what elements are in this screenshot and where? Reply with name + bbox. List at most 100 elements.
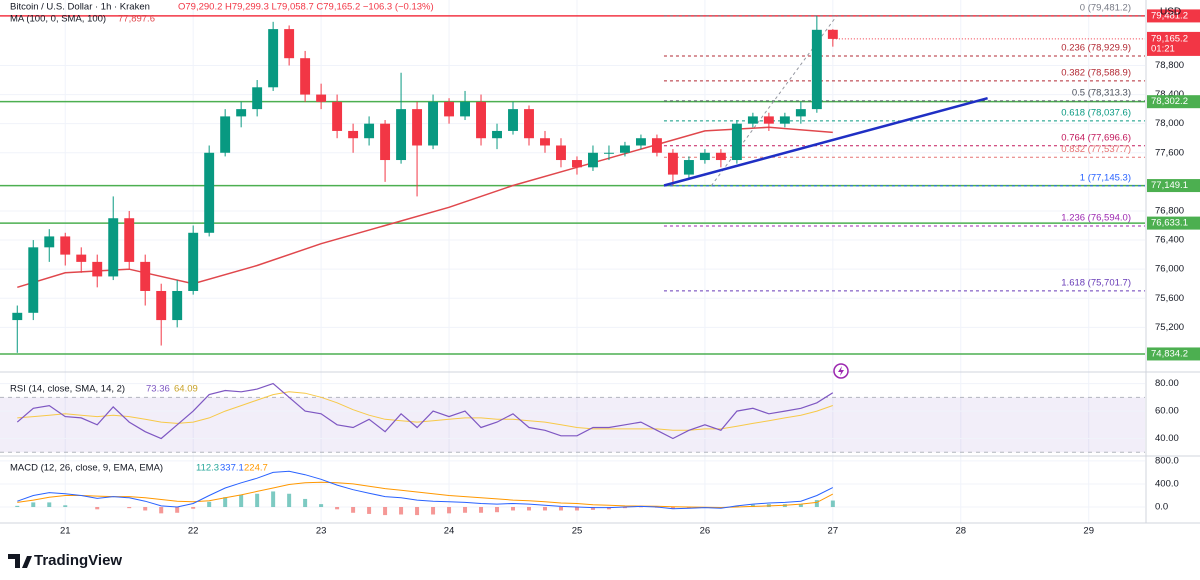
rsi-line: [16, 382, 834, 440]
candle-body: [779, 116, 790, 124]
candle-body: [252, 87, 263, 110]
macd-line: [17, 470, 834, 510]
macd-hist-value: 112.3: [196, 463, 219, 474]
macd-histogram-bar: [622, 507, 627, 509]
macd-histogram-bar: [63, 505, 68, 508]
macd-histogram-bar: [415, 507, 420, 516]
x-tick-label: 28: [955, 526, 966, 537]
fib-label: 0.382 (78,588.9): [1061, 67, 1131, 78]
macd-histogram-bar: [479, 507, 484, 513]
candle-body: [476, 101, 486, 139]
x-tick-label: 24: [444, 526, 455, 537]
level-badge: [1147, 347, 1200, 361]
macd-histogram-bar: [367, 507, 372, 514]
macd-histogram-bar: [191, 507, 196, 509]
candle-body: [172, 290, 183, 321]
macd-histogram-bar: [463, 507, 468, 513]
rsi-band: [0, 397, 1145, 453]
candle-body: [731, 123, 742, 161]
candle-body: [412, 109, 423, 146]
level-badge: [1147, 9, 1200, 23]
macd-histogram-bar: [239, 494, 244, 508]
y-tick-label: 76,400: [1155, 235, 1184, 246]
candle-body: [300, 58, 311, 95]
macd-signal-line: [17, 481, 834, 509]
fib-label: 0.5 (78,313.3): [1072, 87, 1131, 98]
macd-histogram-bar: [798, 504, 803, 508]
candle-body: [588, 152, 598, 168]
event-icon[interactable]: [833, 363, 849, 379]
candle-body: [188, 232, 199, 291]
macd-tick-label: 400.0: [1155, 478, 1179, 489]
candle-body: [92, 261, 103, 277]
candle-body: [428, 101, 439, 146]
macd-histogram-bar: [558, 507, 563, 511]
candle-body: [140, 261, 151, 291]
candle-body: [827, 29, 838, 39]
macd-histogram-bar: [207, 501, 212, 508]
macd-tick-label: 0.0: [1155, 502, 1168, 513]
macd-histogram-bar: [303, 498, 308, 508]
x-tick-label: 22: [188, 526, 199, 537]
candle-body: [651, 138, 662, 153]
candle-body: [380, 123, 391, 161]
macd-histogram-bar: [447, 507, 452, 514]
brand-logo[interactable]: TradingView: [8, 552, 122, 569]
candle-body: [156, 290, 167, 321]
macd-histogram-bar: [495, 507, 500, 513]
candle-body: [268, 29, 279, 88]
fib-label: 1 (77,145.3): [1080, 172, 1131, 183]
level-label: 74,834.2: [1151, 348, 1188, 359]
candle-body: [619, 145, 630, 153]
macd-histogram-bar: [734, 505, 739, 508]
candle-body: [795, 109, 806, 117]
macd-histogram-bar: [574, 507, 579, 511]
macd-histogram-bar: [670, 507, 675, 510]
candle-body: [348, 130, 359, 139]
candle-body: [556, 145, 566, 161]
candle-body: [364, 123, 375, 139]
x-tick-label: 26: [700, 526, 711, 537]
countdown-label: 01:21: [1151, 43, 1175, 54]
fib-label: 1.236 (76,594.0): [1061, 212, 1131, 223]
candle-body: [28, 247, 39, 313]
fib-label: 1.618 (75,701.7): [1061, 277, 1131, 288]
y-tick-label: 75,200: [1155, 322, 1184, 333]
rsi-value: 73.36: [146, 384, 170, 395]
level-badge: [1147, 216, 1200, 230]
candle-body: [124, 218, 135, 262]
candle-body: [763, 116, 774, 124]
macd-histogram-bar: [814, 500, 819, 508]
rsi-tick-label: 80.00: [1155, 378, 1179, 389]
macd-histogram-bar: [606, 507, 611, 510]
macd-histogram-bar: [47, 502, 52, 508]
candle-body: [444, 101, 455, 117]
macd-histogram-bar: [830, 500, 835, 508]
candle-body: [396, 109, 407, 161]
macd-histogram-bar: [287, 493, 292, 508]
candle-body: [683, 160, 694, 175]
fib-label: 0.618 (78,037.6): [1061, 107, 1131, 118]
rsi-tick-label: 40.00: [1155, 433, 1179, 444]
candle-body: [44, 236, 55, 248]
candle-body: [460, 101, 470, 117]
candle-body: [76, 254, 87, 262]
macd-histogram-bar: [335, 507, 340, 510]
macd-histogram-bar: [399, 507, 404, 515]
candle-body: [540, 138, 550, 146]
fib-label: 0.236 (78,929.9): [1061, 43, 1131, 54]
rsi-tick-label: 60.00: [1155, 406, 1179, 417]
x-tick-label: 25: [572, 526, 583, 537]
candle-body: [699, 152, 710, 161]
x-tick-label: 29: [1083, 526, 1094, 537]
candle-body: [667, 152, 678, 175]
last-price-badge: [1147, 31, 1200, 56]
candle-body: [747, 116, 758, 124]
candle-body: [60, 236, 71, 255]
candle-body: [316, 94, 327, 102]
fib-label: 0 (79,481.2): [1080, 2, 1131, 13]
brand-name[interactable]: TradingView: [34, 552, 122, 569]
level-label: 77,149.1: [1151, 180, 1188, 191]
